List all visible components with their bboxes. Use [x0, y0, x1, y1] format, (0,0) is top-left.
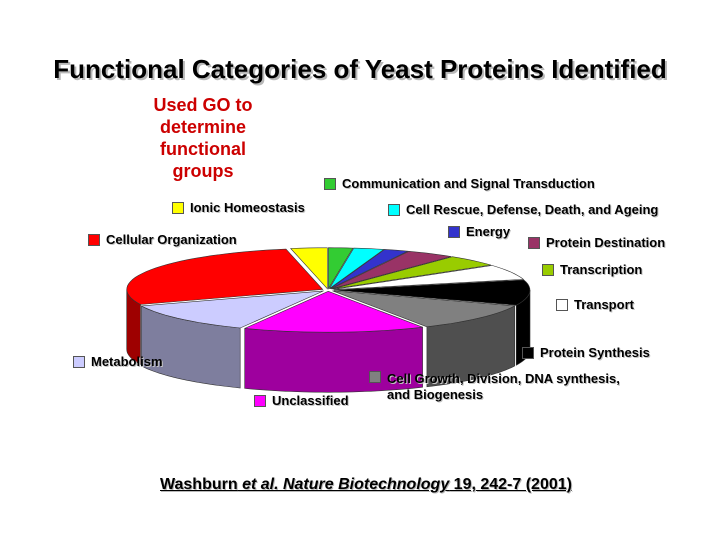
legend-cell-growth: Cell Growth, Division, DNA synthesis, an… [369, 371, 620, 403]
pie-slice-communication-and-signal-transduction [328, 247, 354, 290]
pie-slice-cell-rescue-defense-death-and-ageing [328, 247, 385, 290]
legend-swatch [542, 263, 554, 276]
legend-unclassified: Unclassified [254, 393, 349, 408]
legend-label: Transport [574, 297, 634, 312]
legend-label: Cell Growth, Division, DNA synthesis, [387, 371, 620, 386]
pie-slice-cellular-organization [126, 248, 324, 305]
legend-swatch [369, 371, 381, 383]
pie-slice-metabolism [140, 290, 324, 329]
legend-label: and Biogenesis [387, 387, 484, 402]
legend-swatch [324, 177, 336, 190]
legend-swatch [88, 233, 100, 246]
legend-cellular-organization: Cellular Organization [88, 232, 237, 247]
pie-tops [126, 247, 531, 333]
pie-slice-transport [333, 265, 525, 290]
note-line: determine [159, 117, 247, 137]
legend-ionic: Ionic Homeostasis [172, 200, 305, 215]
legend-cell-rescue: Cell Rescue, Defense, Death, and Ageing [388, 202, 658, 217]
legend-transport: Transport [556, 297, 634, 312]
legend-metabolism: Metabolism [73, 354, 163, 369]
legend-label: Communication and Signal Transduction [342, 176, 595, 191]
citation: Washburn et al. Nature Biotechnology 19,… [160, 476, 572, 494]
legend-swatch [73, 355, 85, 368]
legend-swatch [388, 203, 400, 216]
legend-protein-synthesis: Protein Synthesis [522, 345, 650, 360]
note-line: groups [172, 161, 234, 181]
pie-slice-protein-synthesis [333, 279, 531, 306]
legend-swatch [448, 225, 460, 238]
legend-label: Protein Destination [546, 235, 666, 250]
pie-slice-unclassified [244, 290, 423, 333]
legend-label: Unclassified [272, 393, 349, 408]
legend-label: Ionic Homeostasis [190, 200, 305, 215]
note-line: functional [160, 139, 246, 159]
pie-slice-cell-growth-division-dna-synthesis-and-biogenesis [332, 290, 516, 328]
chart-title: Functional Categories of Yeast Proteins … [53, 54, 667, 84]
note-line: Used GO to [153, 95, 253, 115]
citation-journal: et al. Nature Biotechnology [237, 476, 450, 493]
legend-swatch [556, 298, 568, 311]
legend-swatch [172, 201, 184, 214]
legend-protein-destination: Protein Destination [528, 235, 665, 250]
pie-slice-transcription [332, 256, 491, 290]
note-text: Used GO to determine functional groups [130, 94, 276, 182]
pie-slice-energy [329, 249, 410, 290]
legend-label: Cell Rescue, Defense, Death, and Ageing [406, 202, 659, 217]
pie-slice-ionic-homeostasis [290, 247, 328, 290]
legend-label: Energy [466, 224, 511, 239]
legend-swatch [254, 394, 266, 407]
citation-volume: 19, 242-7 (2001) [449, 476, 572, 493]
pie-slice-protein-destination [330, 250, 452, 290]
legend-transcription: Transcription [542, 262, 642, 277]
legend-swatch [528, 236, 540, 249]
legend-label: Protein Synthesis [540, 345, 650, 360]
legend-communication: Communication and Signal Transduction [324, 176, 595, 191]
legend-energy: Energy [448, 224, 510, 239]
legend-label: Metabolism [91, 354, 163, 369]
legend-swatch [522, 346, 534, 359]
legend-label: Cellular Organization [106, 232, 237, 247]
legend-label: Transcription [560, 262, 643, 277]
citation-authors: Washburn [160, 476, 238, 493]
